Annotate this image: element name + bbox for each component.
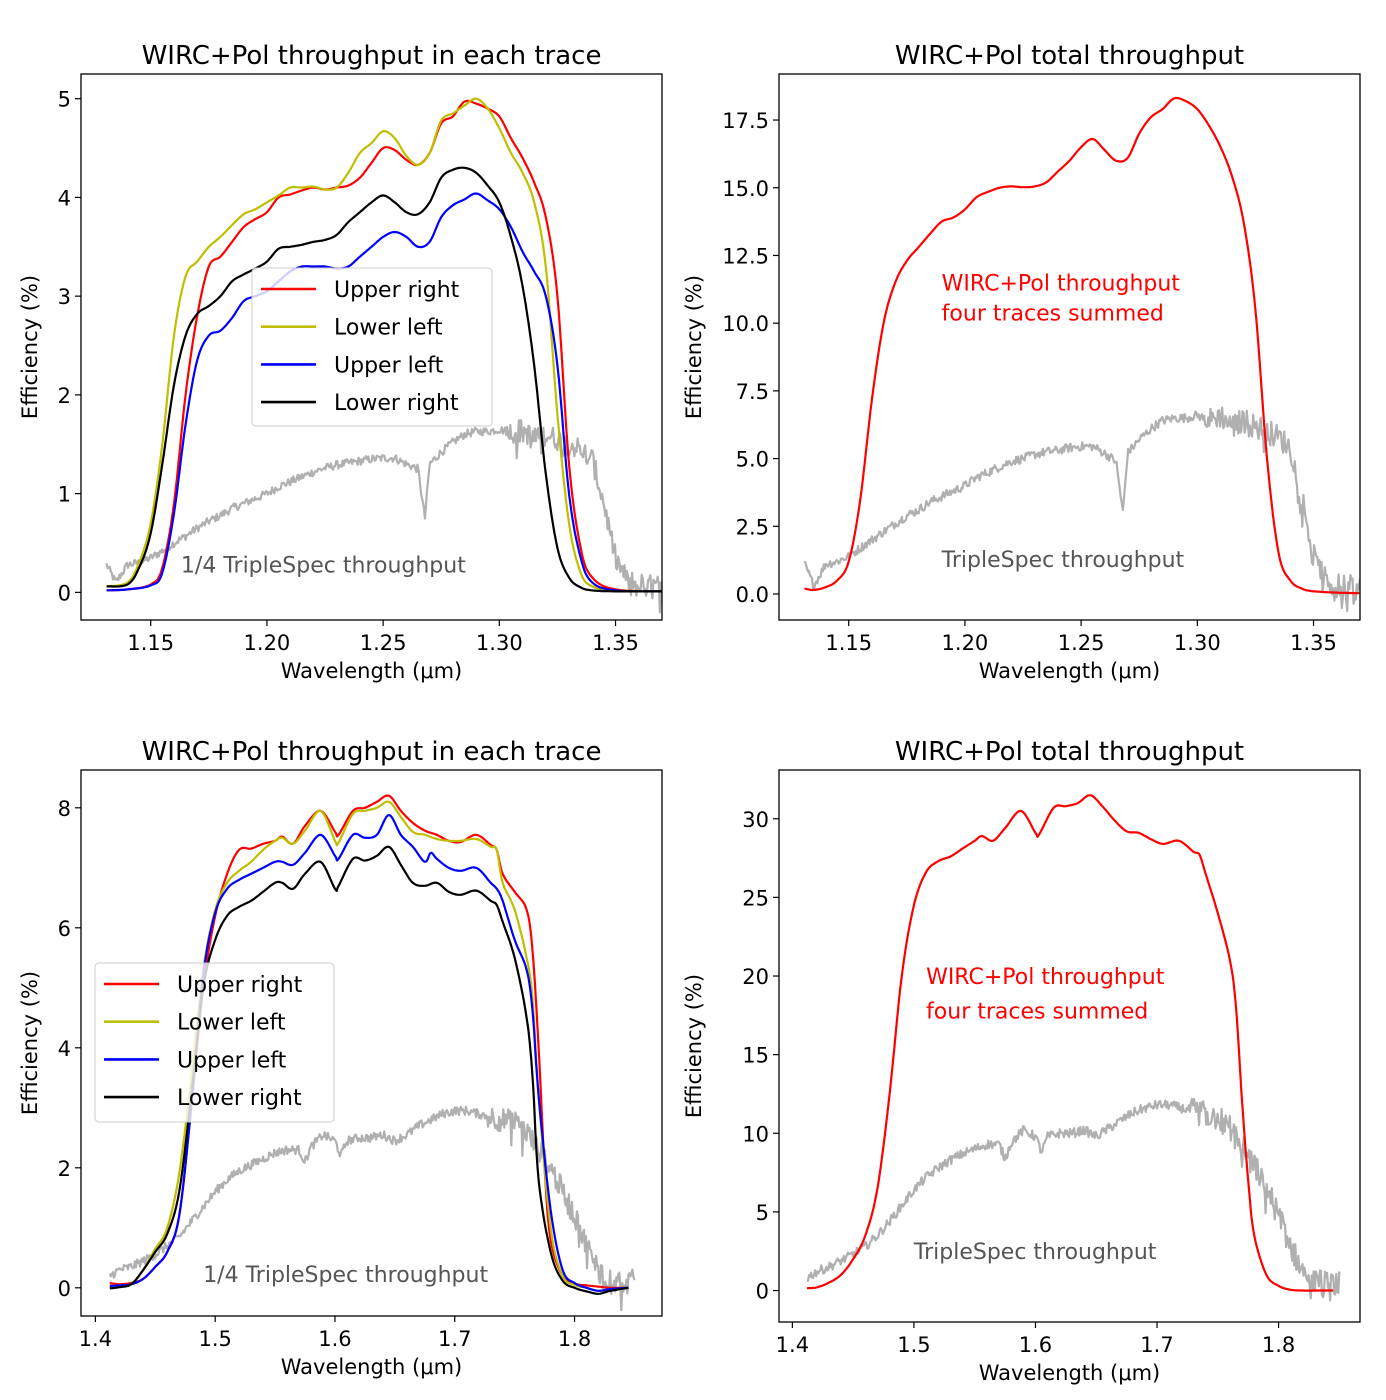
x-tick-label: 1.25 [1058, 631, 1105, 655]
legend-label: Upper right [334, 278, 460, 303]
y-tick-label: 3 [58, 285, 71, 309]
annotation-text: 1/4 TripleSpec throughput [203, 1263, 488, 1288]
y-tick-label: 0 [58, 581, 71, 605]
panel-bottom-left: 1.4 1.5 1.6 1.7 1.8 0 2 4 6 8 WIRC+Pol throughput … [18, 737, 663, 1379]
legend-box [94, 962, 335, 1123]
panel-top-left: 1.15 1.20 1.25 1.30 1.35 0 1 2 3 4 5 WIRC+Pol throu… [18, 41, 663, 683]
y-tick-label: 15.0 [722, 177, 769, 201]
x-tick-label: 1.8 [558, 1327, 591, 1351]
x-tick-label: 1.35 [592, 631, 639, 655]
x-axis-label: Wavelength (μm) [979, 659, 1160, 683]
annotation-text: four traces summed [926, 999, 1148, 1024]
annotation-text: WIRC+Pol throughput [926, 965, 1165, 990]
y-tick-label: 30 [742, 808, 769, 832]
y-tick-label: 5.0 [736, 448, 769, 472]
panel-top-right: 1.15 1.20 1.25 1.30 1.35 0.0 2.5 5.0 7.5 10.0 12.5… [682, 41, 1361, 683]
annotation-text: TripleSpec throughput [941, 548, 1185, 573]
legend-label: Upper left [334, 353, 444, 378]
y-axis-label: Efficiency (%) [18, 275, 42, 419]
y-tick-label: 4 [58, 186, 71, 210]
chart-title: WIRC+Pol total throughput [895, 41, 1244, 71]
series-line-lower-left [106, 97, 662, 593]
x-tick-label: 1.6 [318, 1327, 351, 1351]
x-tick-label: 1.5 [897, 1333, 930, 1357]
x-axis-label: Wavelength (μm) [281, 1355, 462, 1379]
y-tick-label: 17.5 [722, 109, 769, 133]
legend-label: Upper right [177, 973, 303, 998]
chart-title: WIRC+Pol total throughput [895, 737, 1244, 767]
y-tick-label: 2 [58, 1157, 71, 1181]
series-line-triplespec-throughput [803, 406, 1360, 613]
y-axis-label: Efficiency (%) [18, 971, 42, 1115]
annotation-text: four traces summed [942, 301, 1164, 326]
y-tick-label: 5 [756, 1201, 769, 1225]
legend: Upper right Lower left Upper left Lower rig… [94, 962, 335, 1123]
x-tick-label: 1.7 [438, 1327, 471, 1351]
legend-label: Upper left [177, 1048, 287, 1073]
plot-area [803, 96, 1360, 613]
x-tick-label: 1.7 [1140, 1333, 1173, 1357]
x-tick-label: 1.25 [360, 631, 407, 655]
y-tick-label: 4 [58, 1037, 71, 1061]
x-tick-label: 1.4 [776, 1333, 809, 1357]
axes-frame [80, 73, 663, 621]
legend: Upper right Lower left Upper left Lower rig… [251, 267, 493, 427]
x-tick-label: 1.30 [476, 631, 523, 655]
x-tick-label: 1.6 [1019, 1333, 1052, 1357]
y-tick-label: 12.5 [722, 244, 769, 268]
series-line-triplespec-throughput [806, 1097, 1341, 1302]
y-tick-label: 15 [742, 1044, 769, 1068]
legend-label: Lower right [334, 391, 459, 416]
annotation-text: WIRC+Pol throughput [942, 272, 1181, 297]
axes-frame [80, 769, 663, 1317]
series-line-1-4-triplespec-throughput [105, 419, 662, 614]
y-tick-label: 2 [58, 384, 71, 408]
y-tick-label: 2.5 [736, 515, 769, 539]
y-tick-label: 7.5 [736, 380, 769, 404]
x-tick-label: 1.5 [198, 1327, 231, 1351]
x-tick-label: 1.15 [825, 631, 872, 655]
series-line-wirc-pol-total [806, 794, 1334, 1292]
plot-area [806, 794, 1341, 1302]
series-line-upper-left [106, 192, 662, 593]
axes-frame [778, 73, 1361, 621]
legend-box [251, 267, 493, 427]
y-tick-label: 1 [58, 483, 71, 507]
annotation-text: TripleSpec throughput [913, 1240, 1157, 1265]
panel-bottom-right: 1.4 1.5 1.6 1.7 1.8 0 5 10 15 20 25 30 WIRC+Pol tota… [682, 737, 1361, 1385]
y-tick-label: 20 [742, 965, 769, 989]
y-tick-label: 0 [58, 1277, 71, 1301]
y-tick-label: 6 [58, 917, 71, 941]
y-tick-label: 10.0 [722, 312, 769, 336]
plot-area [105, 97, 662, 614]
legend-label: Lower right [177, 1086, 302, 1111]
x-tick-label: 1.35 [1290, 631, 1337, 655]
y-tick-label: 0.0 [736, 583, 769, 607]
x-tick-label: 1.20 [244, 631, 291, 655]
axes-frame [778, 769, 1361, 1323]
y-axis-label: Efficiency (%) [682, 974, 706, 1118]
x-axis-label: Wavelength (μm) [979, 1361, 1160, 1385]
y-axis-label: Efficiency (%) [682, 275, 706, 419]
x-tick-label: 1.30 [1174, 631, 1221, 655]
x-tick-label: 1.8 [1262, 1333, 1295, 1357]
y-tick-label: 8 [58, 797, 71, 821]
x-tick-label: 1.15 [127, 631, 174, 655]
annotation-text: 1/4 TripleSpec throughput [181, 554, 466, 579]
y-tick-label: 25 [742, 886, 769, 910]
legend-label: Lower left [177, 1011, 286, 1036]
x-axis-label: Wavelength (μm) [281, 659, 462, 683]
y-tick-label: 0 [756, 1280, 769, 1304]
chart-title: WIRC+Pol throughput in each trace [142, 737, 602, 767]
series-line-upper-right [106, 99, 662, 593]
x-tick-label: 1.4 [79, 1327, 112, 1351]
series-line-lower-right [106, 166, 662, 593]
chart-title: WIRC+Pol throughput in each trace [142, 41, 602, 71]
y-tick-label: 10 [742, 1122, 769, 1146]
legend-label: Lower left [334, 316, 443, 341]
y-tick-label: 5 [58, 88, 71, 112]
x-tick-label: 1.20 [942, 631, 989, 655]
series-line-wirc-pol-total [804, 96, 1360, 595]
